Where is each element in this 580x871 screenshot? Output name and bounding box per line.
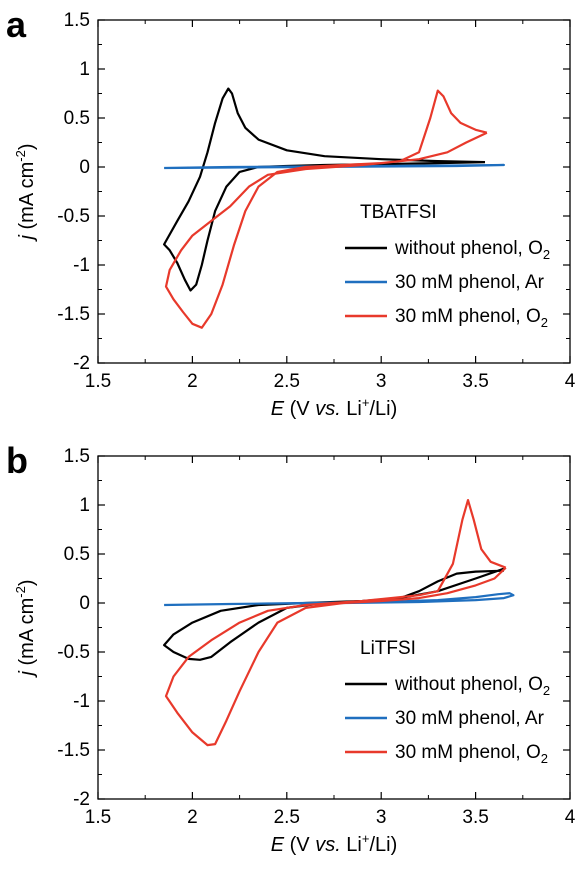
x-axis-label-var: E: [271, 834, 285, 856]
legend-entry: 30 mM phenol, Ar: [395, 708, 545, 729]
y-axis-label-sup: -2: [13, 586, 28, 598]
y-tick-label: -0.5: [57, 642, 90, 663]
y-tick-label: -1.5: [57, 304, 90, 325]
x-tick-label: 4: [565, 371, 576, 392]
series-line-0: [163, 87, 486, 292]
x-tick-label: 3.5: [462, 371, 488, 392]
legend-entry: 30 mM phenol, Ar: [395, 272, 545, 293]
chart-b: 1.5 2 2.5 3 3.5 4 -2 -1.5 -1 -0.5 0 0.5 1 1.5 E (V vs.…: [13, 446, 576, 856]
y-axis-label-sup: -2: [13, 150, 28, 162]
y-tick-label: -1: [73, 691, 90, 712]
y-axis-label: j (mA cm-2): [13, 143, 38, 242]
legend-entry-sub: 2: [543, 247, 550, 262]
x-axis-label-li: Li: [341, 834, 362, 856]
x-axis-label-vs: vs.: [315, 398, 341, 420]
y-tick-label: -2: [73, 353, 90, 374]
panel-label: b: [6, 440, 28, 481]
legend-entry-text: without phenol, O: [394, 674, 543, 695]
x-tick-label: 1.5: [85, 807, 111, 828]
x-axis-label-sup: +: [362, 395, 370, 410]
x-axis-label-text: (V: [284, 834, 315, 856]
x-axis-label-sup: +: [362, 831, 370, 846]
series-line-2: [164, 499, 507, 747]
y-tick-label: -1: [73, 255, 90, 276]
x-tick-label: 3: [376, 807, 387, 828]
legend-entry: 30 mM phenol, O2: [395, 306, 548, 330]
x-axis-label-tail: /Li): [369, 834, 397, 856]
legend-title: LiTFSI: [360, 638, 416, 659]
y-tick-label: 1.5: [64, 446, 90, 467]
chart-a: 1.5 2 2.5 3 3.5 4 -2 -1.5 -1 -0.5 0 0.5 1 1.5 E (V vs.…: [13, 10, 576, 420]
x-tick-label: 2: [187, 807, 198, 828]
x-tick-label: 1.5: [85, 371, 111, 392]
x-axis-label: E (V vs. Li+/Li): [271, 395, 398, 420]
legend-entry-sub: 2: [541, 751, 548, 766]
x-axis-label: E (V vs. Li+/Li): [271, 831, 398, 856]
panel-b: b 1.5 2 2.5 3 3.5 4 -2 -1.5 -1 -0.5 0 0.5 1 1.5 E (V v…: [0, 436, 580, 866]
series-line-0: [163, 567, 505, 661]
x-tick-label: 4: [565, 807, 576, 828]
legend-entry-text: 30 mM phenol, Ar: [395, 272, 545, 293]
y-tick-label: -0.5: [57, 206, 90, 227]
y-tick-label: 0: [79, 157, 90, 178]
legend-entry-text: 30 mM phenol, Ar: [395, 708, 545, 729]
x-tick-label: 2.5: [274, 371, 300, 392]
y-tick-label: 0.5: [64, 108, 90, 129]
panel-a: a 1.5 2 2.5 3 3.5 4 -2 -1.5 -1 -0.5 0 0.5 1 1.5 E (V v…: [0, 0, 580, 430]
legend-entry-text: without phenol, O: [394, 238, 543, 259]
legend-entry: without phenol, O2: [394, 674, 550, 698]
y-tick-label: 1: [79, 59, 90, 80]
series-line-2: [164, 89, 488, 329]
series-line-1: [164, 163, 505, 170]
y-tick-label: 0: [79, 593, 90, 614]
x-tick-label: 3.5: [462, 807, 488, 828]
x-tick-label: 3: [376, 371, 387, 392]
legend-entry: without phenol, O2: [394, 238, 550, 262]
y-tick-label: -2: [73, 789, 90, 810]
y-axis-label-var: j: [16, 671, 38, 679]
y-tick-label: -1.5: [57, 740, 90, 761]
x-axis-label-var: E: [271, 398, 285, 420]
x-axis-label-text: (V: [284, 398, 315, 420]
x-axis-label-tail: /Li): [369, 398, 397, 420]
y-axis-label-text: (mA cm: [16, 162, 38, 235]
legend-entry-text: 30 mM phenol, O: [395, 306, 541, 327]
legend-entry-sub: 2: [543, 683, 550, 698]
legend-title: TBATFSI: [360, 202, 437, 223]
legend-entry-sub: 2: [541, 315, 548, 330]
y-tick-label: 1: [79, 495, 90, 516]
y-tick-label: 0.5: [64, 544, 90, 565]
legend-entry-text: 30 mM phenol, O: [395, 742, 541, 763]
y-tick-label: 1.5: [64, 10, 90, 31]
y-axis-label-tail: ): [16, 143, 38, 150]
x-axis-label-li: Li: [341, 398, 362, 420]
y-axis-label: j (mA cm-2): [13, 579, 38, 678]
x-tick-label: 2: [187, 371, 198, 392]
x-axis-label-vs: vs.: [315, 834, 341, 856]
panel-label: a: [6, 4, 27, 45]
y-axis-label-var: j: [16, 235, 38, 243]
legend-entry: 30 mM phenol, O2: [395, 742, 548, 766]
y-axis-label-text: (mA cm: [16, 598, 38, 671]
x-tick-label: 2.5: [274, 807, 300, 828]
y-axis-label-tail: ): [16, 579, 38, 586]
